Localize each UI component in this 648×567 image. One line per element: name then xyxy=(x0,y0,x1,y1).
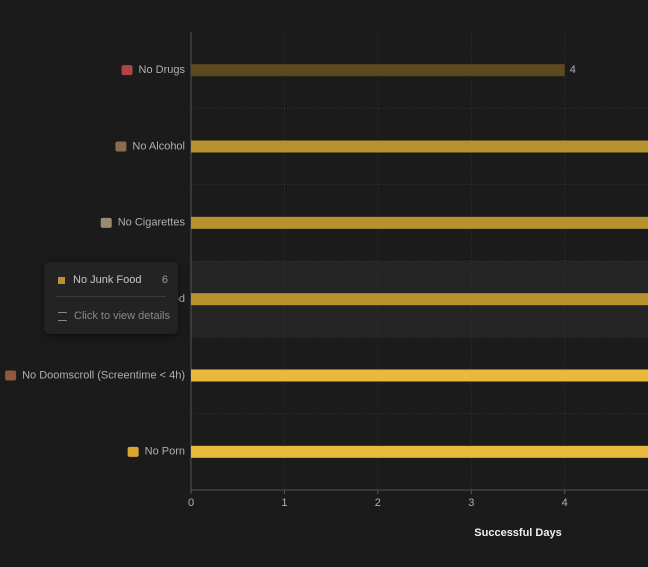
x-tick-label: 3 xyxy=(468,497,474,509)
x-tick-label: 2 xyxy=(375,497,381,509)
bar xyxy=(191,216,648,229)
category-icon xyxy=(100,217,112,228)
bar xyxy=(191,293,648,306)
value-label: 4 xyxy=(570,64,576,76)
tooltip-action[interactable]: Click to view details xyxy=(58,310,170,322)
category-icon xyxy=(121,65,133,76)
x-axis-title: Successful Days xyxy=(474,527,561,539)
x-tick-label: 0 xyxy=(188,497,194,509)
bar xyxy=(191,445,648,458)
y-tick-label: No Cigarettes xyxy=(118,217,186,229)
bar xyxy=(191,64,565,77)
bar xyxy=(191,140,648,153)
y-tick-label: No Doomscroll (Screentime < 4h) xyxy=(22,369,185,381)
tooltip-separator xyxy=(56,296,166,297)
tooltip: No Junk Food 6 Click to view details xyxy=(44,262,178,334)
y-tick-label: No Porn xyxy=(145,446,185,458)
x-tick-label: 4 xyxy=(562,497,568,509)
category-icon xyxy=(127,446,139,457)
x-tick-label: 1 xyxy=(281,497,287,509)
category-icon xyxy=(115,141,127,152)
bar xyxy=(191,369,648,382)
category-icon xyxy=(5,370,17,381)
y-tick-label: No Alcohol xyxy=(132,140,185,152)
tooltip-hint: Click to view details xyxy=(74,310,170,322)
tooltip-category: No Junk Food xyxy=(73,274,142,286)
y-tick-label: No Drugs xyxy=(139,64,186,76)
tooltip-value: 6 xyxy=(161,274,168,286)
tooltip-swatch xyxy=(58,276,65,284)
